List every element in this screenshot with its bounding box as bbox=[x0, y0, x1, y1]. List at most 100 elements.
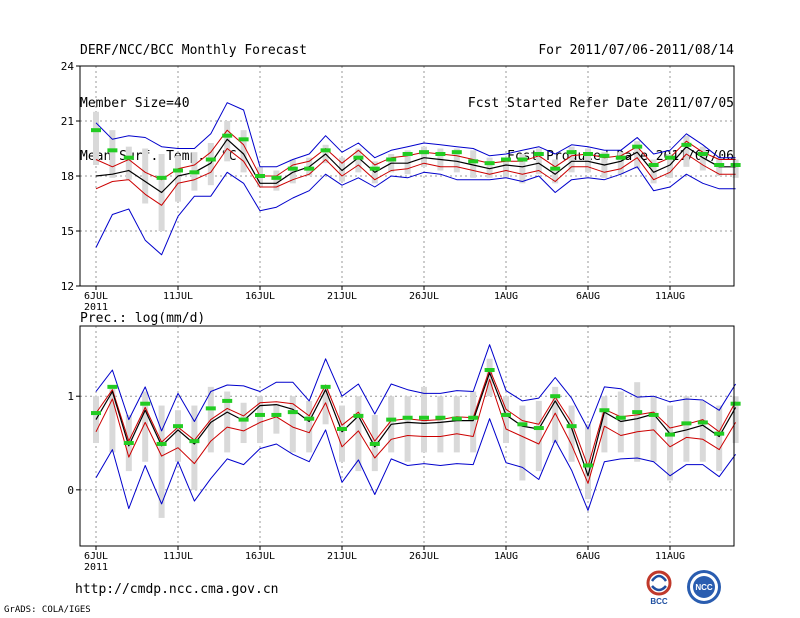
panel2-xtick-label: 21JUL bbox=[327, 551, 357, 562]
panel1-xtick-label: 16JUL bbox=[245, 291, 275, 302]
panel1-marker bbox=[91, 128, 101, 133]
panel1-marker bbox=[550, 166, 561, 171]
panel2-marker bbox=[238, 417, 249, 422]
panel1-spread-box bbox=[404, 150, 411, 175]
panel2-spread-box bbox=[109, 386, 116, 453]
panel1-xtick-label: 11JUL bbox=[163, 291, 193, 302]
panel2-spread-box bbox=[453, 396, 460, 453]
panel2-marker bbox=[583, 463, 593, 468]
panel1-marker bbox=[730, 163, 741, 167]
panel2-marker bbox=[501, 412, 511, 417]
panel1-spread-box bbox=[667, 154, 673, 178]
panel2-spread-box bbox=[306, 400, 313, 453]
panel1-spread-box bbox=[535, 148, 542, 175]
panel1-spread-box bbox=[355, 148, 362, 173]
panel2-marker bbox=[402, 415, 413, 420]
panel2-spread-box bbox=[142, 391, 149, 462]
panel1-ytick-label: 15 bbox=[61, 225, 74, 238]
panel2-outer-lower-line bbox=[95, 418, 737, 511]
panel2-marker bbox=[566, 424, 577, 429]
panel2-marker bbox=[320, 384, 331, 389]
panel2-outer-upper-line bbox=[95, 344, 737, 432]
panel2-xtick-label: 6AUG bbox=[576, 551, 600, 562]
panel2-spread-box bbox=[470, 391, 477, 453]
panel1-spread-box bbox=[568, 146, 575, 173]
panel2-marker bbox=[271, 412, 282, 417]
panel1-spread-box bbox=[470, 150, 477, 178]
panel2-spread-box bbox=[503, 396, 509, 444]
panel2-spread-box bbox=[552, 386, 559, 444]
panel1-inner-upper-line bbox=[95, 129, 736, 181]
panel1-xtick-label: 21JUL bbox=[327, 291, 357, 302]
panel2-spread-box bbox=[683, 396, 690, 462]
panel2-marker bbox=[665, 432, 675, 437]
panel2-xtick-label: 1AUG bbox=[494, 551, 518, 562]
panel2-spread-box bbox=[240, 402, 247, 444]
panel2-inner-lower-line bbox=[95, 378, 737, 484]
panel1-marker bbox=[353, 155, 364, 160]
panel1-spread-box bbox=[175, 155, 181, 202]
panel1-spread-box bbox=[732, 159, 739, 178]
panel2-mean-line bbox=[95, 372, 737, 477]
panel2-title: Prec.: log(mm/d) bbox=[80, 311, 205, 326]
panel1-spread-box bbox=[552, 159, 559, 184]
panel2-marker bbox=[681, 421, 692, 426]
panel1-spread-box bbox=[224, 121, 231, 162]
panel2-spread-box bbox=[699, 400, 706, 462]
grads-credit: GrADS: COLA/IGES bbox=[4, 605, 91, 615]
panel2-ytick-label: 0 bbox=[67, 484, 74, 497]
panel2-marker bbox=[697, 420, 708, 425]
panel2-marker bbox=[419, 415, 429, 420]
panel2-xtick-label: 26JUL bbox=[409, 551, 439, 562]
panel2-marker bbox=[451, 416, 462, 421]
ncc-logo-text: NCC bbox=[695, 583, 713, 592]
panel1-xtick-label: 1AUG bbox=[494, 291, 518, 302]
panel1-marker bbox=[107, 148, 118, 153]
panel1-marker bbox=[255, 174, 265, 178]
panel2-marker bbox=[615, 415, 626, 420]
panel1-marker bbox=[369, 166, 380, 171]
panel2-marker bbox=[123, 441, 134, 446]
panel1-marker bbox=[681, 142, 692, 147]
panel2-spread-box bbox=[273, 403, 280, 434]
panel2-spread-box bbox=[93, 396, 99, 444]
panel2-marker bbox=[189, 439, 200, 444]
panel1-marker bbox=[697, 152, 708, 156]
panel2-marker bbox=[353, 413, 364, 418]
panel2-spread-box bbox=[158, 405, 165, 518]
panel1-ytick-label: 18 bbox=[61, 170, 74, 183]
panel2-marker bbox=[91, 411, 101, 416]
panel2-marker bbox=[173, 424, 183, 429]
panel2-marker bbox=[533, 426, 544, 431]
panel1-spread-box bbox=[617, 152, 624, 175]
panel2-spread-box bbox=[732, 396, 739, 444]
panel2-marker bbox=[140, 401, 151, 406]
panel2-inner-upper-line bbox=[95, 368, 737, 467]
panel1-spread-box bbox=[240, 130, 247, 173]
panel2-marker bbox=[435, 415, 446, 420]
panel1-ytick-label: 21 bbox=[61, 115, 74, 128]
panel2-spread-box bbox=[437, 396, 444, 453]
panel1-inner-lower-line bbox=[95, 148, 736, 206]
panel1-spread-box bbox=[486, 157, 493, 178]
panel2-xtick-label: 11AUG bbox=[655, 551, 685, 562]
panel2-xtick-label: 6JUL bbox=[84, 551, 108, 562]
panel2-spread-box bbox=[322, 386, 329, 425]
panel1-spread-box bbox=[142, 148, 149, 204]
panel1-marker bbox=[271, 175, 282, 180]
panel1-marker bbox=[173, 168, 183, 173]
panel2-spread-box bbox=[486, 358, 493, 397]
panel2-spread-box bbox=[257, 396, 263, 444]
bcc-logo-text: BCC bbox=[650, 597, 668, 606]
panel2-spread-box bbox=[519, 405, 526, 481]
panel1-marker bbox=[583, 152, 593, 156]
panel1-marker bbox=[123, 155, 134, 160]
panel1-xtick-sublabel: 2011 bbox=[84, 302, 108, 313]
panel2-marker bbox=[550, 394, 561, 399]
panel2-xtick-sublabel: 2011 bbox=[84, 562, 108, 573]
panel1-spread-box bbox=[421, 146, 427, 167]
panel2-spread-box bbox=[289, 396, 296, 453]
source-url[interactable]: http://cmdp.ncc.cma.gov.cn bbox=[75, 582, 279, 597]
panel1-marker bbox=[599, 153, 610, 158]
panel2-marker bbox=[517, 422, 528, 427]
